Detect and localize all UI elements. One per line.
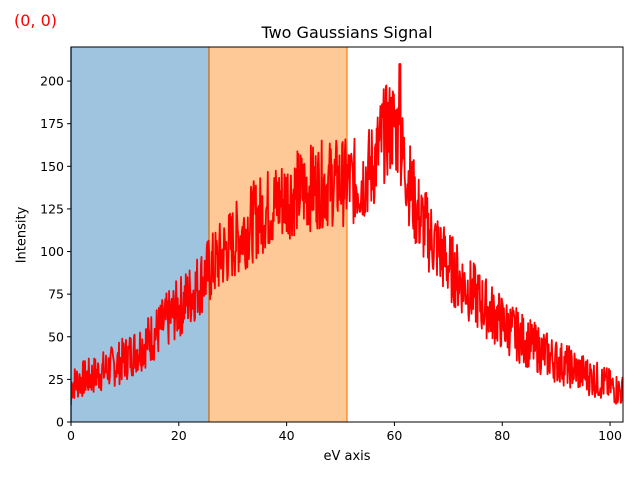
chart-title: Two Gaussians Signal — [261, 23, 433, 42]
origin-annotation: (0, 0) — [14, 11, 58, 30]
x-tick-label: 100 — [598, 428, 622, 443]
x-tick-label: 60 — [386, 428, 402, 443]
x-tick-label: 40 — [279, 428, 295, 443]
y-tick-label: 200 — [40, 74, 64, 89]
x-tick-label: 0 — [67, 428, 75, 443]
y-tick-label: 50 — [48, 329, 64, 344]
y-tick-label: 150 — [40, 159, 64, 174]
axes-frame — [70, 46, 624, 423]
y-tick-label: 0 — [56, 415, 64, 430]
x-axis-label: eV axis — [323, 449, 371, 464]
y-tick-label: 175 — [40, 116, 64, 131]
y-tick-label: 75 — [48, 287, 64, 302]
y-tick-label: 100 — [40, 244, 64, 259]
signal-line — [71, 63, 623, 406]
y-tick-label: 25 — [48, 372, 64, 387]
x-tick-label: 80 — [494, 428, 510, 443]
x-tick-label: 20 — [171, 428, 187, 443]
y-tick-label: 125 — [40, 201, 64, 216]
